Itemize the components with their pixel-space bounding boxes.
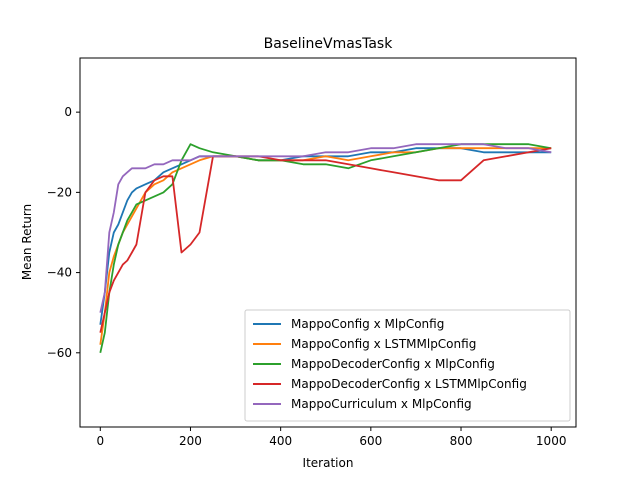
legend: MappoConfig x MlpConfig MappoConfig x LST… <box>244 309 571 422</box>
y-tick-label: −20 <box>47 185 72 199</box>
legend-label: MappoDecoderConfig x MlpConfig <box>291 357 495 371</box>
legend-label: MappoConfig x MlpConfig <box>291 317 444 331</box>
series-line <box>99 143 552 353</box>
x-tick-label: 800 <box>450 434 473 448</box>
x-tick-label: 600 <box>359 434 382 448</box>
y-tick-label: −40 <box>47 266 72 280</box>
plot-area: 0 200 400 600 800 1000 −60 −40 −20 0 <box>47 57 577 448</box>
x-tick-label: 200 <box>179 434 202 448</box>
chart-title: BaselineVmasTask <box>264 36 394 52</box>
y-axis-label: Mean Return <box>20 204 34 280</box>
y-axis-ticks: −60 −40 −20 0 <box>47 105 80 360</box>
axes-frame <box>79 57 577 428</box>
legend-label: MappoCurriculum x MlpConfig <box>291 397 472 411</box>
x-tick-label: 0 <box>96 434 104 448</box>
x-axis-label: Iteration <box>303 456 354 470</box>
legend-label: MappoConfig x LSTMMlpConfig <box>291 337 476 351</box>
legend-items: MappoConfig x MlpConfig MappoConfig x LST… <box>253 317 527 411</box>
x-axis-ticks: 0 200 400 600 800 1000 <box>96 427 566 448</box>
series-group <box>99 143 552 353</box>
x-tick-label: 400 <box>269 434 292 448</box>
y-tick-label: −60 <box>47 346 72 360</box>
series-line <box>99 147 552 333</box>
y-tick-label: 0 <box>64 105 72 119</box>
series-line <box>99 143 552 313</box>
x-tick-label: 1000 <box>536 434 567 448</box>
legend-label: MappoDecoderConfig x LSTMMlpConfig <box>291 377 527 391</box>
legend-box <box>244 309 571 422</box>
